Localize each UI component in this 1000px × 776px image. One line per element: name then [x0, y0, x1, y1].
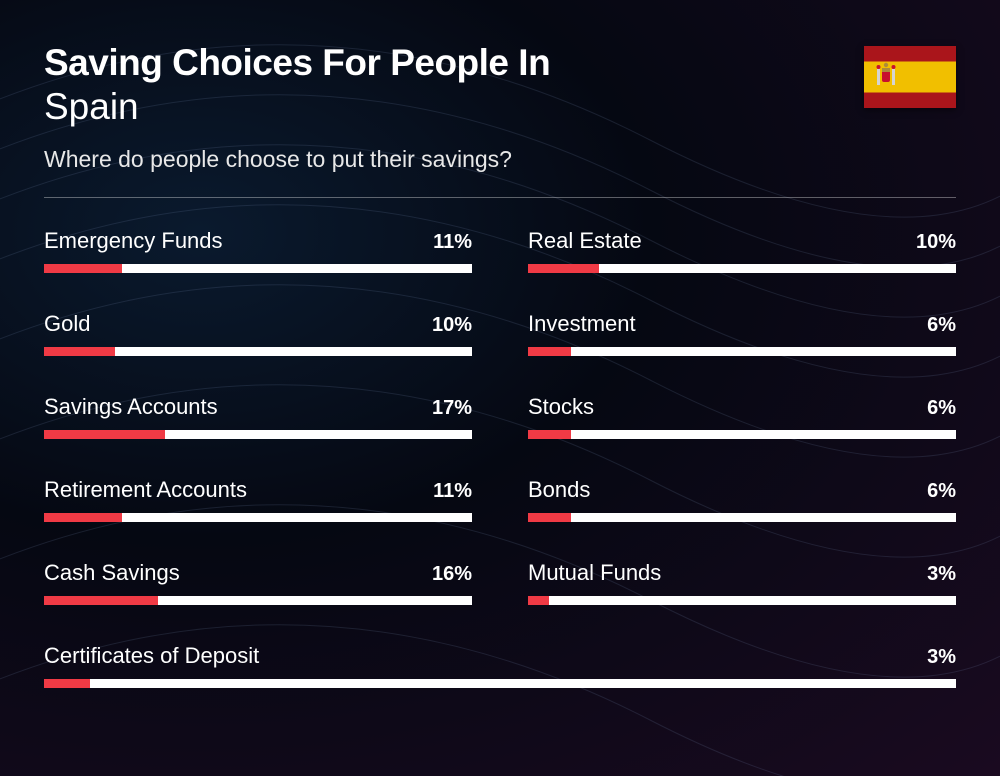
chart-item: Retirement Accounts 11%	[44, 477, 472, 522]
item-label: Bonds	[528, 477, 590, 503]
chart-grid: Emergency Funds 11% Real Estate 10% Gold 10% I…	[44, 228, 956, 688]
subtitle: Where do people choose to put their savi…	[44, 146, 864, 173]
chart-item: Gold 10%	[44, 311, 472, 356]
bar-fill	[44, 679, 90, 688]
bar-fill	[528, 264, 599, 273]
item-value: 17%	[432, 397, 472, 420]
item-label: Real Estate	[528, 228, 642, 254]
bar-track	[44, 347, 472, 356]
item-value: 3%	[927, 646, 956, 669]
chart-item: Stocks 6%	[528, 394, 956, 439]
bar-fill	[528, 430, 571, 439]
title-prefix: Saving Choices For People In	[44, 42, 864, 84]
item-value: 3%	[927, 563, 956, 586]
item-label: Savings Accounts	[44, 394, 218, 420]
item-value: 16%	[432, 563, 472, 586]
header: Saving Choices For People In Spain Where…	[44, 42, 956, 173]
item-label: Investment	[528, 311, 636, 337]
bar-track	[44, 430, 472, 439]
bar-fill	[44, 264, 122, 273]
bar-fill	[44, 513, 122, 522]
item-label: Retirement Accounts	[44, 477, 247, 503]
item-label: Gold	[44, 311, 90, 337]
flag-spain-icon	[864, 46, 956, 108]
bar-track	[44, 513, 472, 522]
item-label: Cash Savings	[44, 560, 180, 586]
item-value: 11%	[433, 231, 472, 254]
item-value: 6%	[927, 314, 956, 337]
chart-item: Emergency Funds 11%	[44, 228, 472, 273]
bar-track	[44, 596, 472, 605]
chart-item: Real Estate 10%	[528, 228, 956, 273]
chart-item: Mutual Funds 3%	[528, 560, 956, 605]
bar-fill	[44, 430, 165, 439]
chart-item: Investment 6%	[528, 311, 956, 356]
divider	[44, 197, 956, 198]
bar-track	[528, 513, 956, 522]
chart-item: Bonds 6%	[528, 477, 956, 522]
item-value: 10%	[432, 314, 472, 337]
item-value: 10%	[916, 231, 956, 254]
item-value: 6%	[927, 480, 956, 503]
item-label: Emergency Funds	[44, 228, 223, 254]
bar-track	[44, 264, 472, 273]
chart-item: Cash Savings 16%	[44, 560, 472, 605]
bar-track	[528, 264, 956, 273]
chart-item: Savings Accounts 17%	[44, 394, 472, 439]
item-label: Mutual Funds	[528, 560, 661, 586]
bar-fill	[44, 596, 158, 605]
chart-item: Certificates of Deposit 3%	[44, 643, 956, 688]
item-label: Certificates of Deposit	[44, 643, 259, 669]
item-value: 11%	[433, 480, 472, 503]
bar-track	[528, 596, 956, 605]
bar-fill	[528, 347, 571, 356]
bar-track	[528, 347, 956, 356]
bar-fill	[528, 596, 549, 605]
title-country: Spain	[44, 86, 864, 128]
item-value: 6%	[927, 397, 956, 420]
item-label: Stocks	[528, 394, 594, 420]
bar-track	[44, 679, 956, 688]
bar-fill	[528, 513, 571, 522]
bar-fill	[44, 347, 115, 356]
bar-track	[528, 430, 956, 439]
